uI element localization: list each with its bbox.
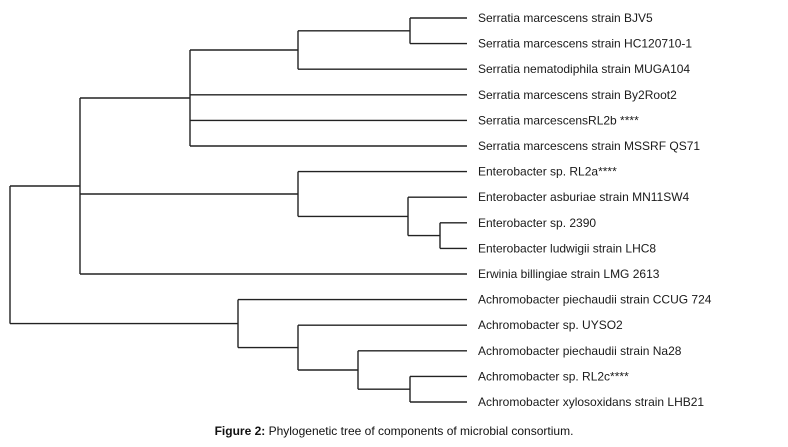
- figure-caption-text: Phylogenetic tree of components of micro…: [265, 424, 574, 438]
- tree-branches: [9, 17, 467, 403]
- leaf-label-11: Erwinia billingiae strain LMG 2613: [478, 267, 660, 281]
- leaf-label-9: Enterobacter sp. 2390: [478, 216, 596, 230]
- leaf-labels: Serratia marcescens strain BJV5 Serratia …: [478, 11, 712, 409]
- leaf-label-14: Achromobacter piechaudii strain Na28: [478, 344, 682, 358]
- leaf-label-12: Achromobacter piechaudii strain CCUG 724: [478, 293, 712, 307]
- leaf-label-6: Serratia marcescens strain MSSRF QS71: [478, 139, 700, 153]
- leaf-label-1: Serratia marcescens strain BJV5: [478, 11, 653, 25]
- figure-caption-label: Figure 2:: [214, 424, 266, 438]
- figure-caption: Figure 2: Phylogenetic tree of component…: [0, 424, 788, 438]
- phylogenetic-tree: Serratia marcescens strain BJV5 Serratia …: [9, 11, 712, 409]
- leaf-label-13: Achromobacter sp. UYSO2: [478, 318, 623, 332]
- leaf-label-15: Achromobacter sp. RL2c****: [478, 369, 629, 383]
- leaf-label-2: Serratia marcescens strain HC120710-1: [478, 37, 692, 51]
- leaf-label-10: Enterobacter ludwigii strain LHC8: [478, 241, 656, 255]
- leaf-label-3: Serratia nematodiphila strain MUGA104: [478, 62, 690, 76]
- leaf-label-5: Serratia marcescensRL2b ****: [478, 113, 639, 127]
- leaf-label-8: Enterobacter asburiae strain MN11SW4: [478, 190, 690, 204]
- leaf-label-16: Achromobacter xylosoxidans strain LHB21: [478, 395, 704, 409]
- leaf-label-4: Serratia marcescens strain By2Root2: [478, 88, 677, 102]
- leaf-label-7: Enterobacter sp. RL2a****: [478, 165, 617, 179]
